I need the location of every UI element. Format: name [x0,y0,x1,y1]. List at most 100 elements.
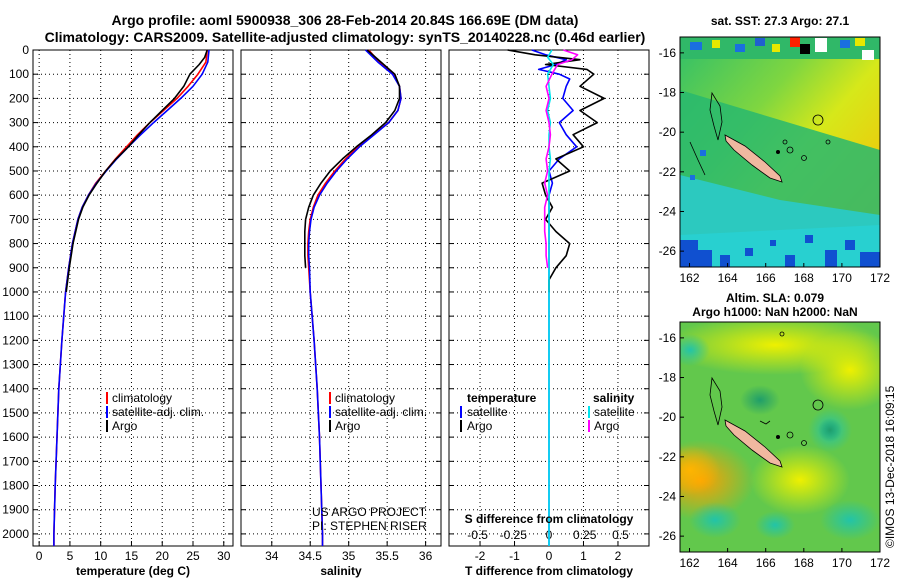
y-tick-label: 1900 [2,503,29,517]
map-x-tick-label: 170 [832,271,852,285]
x-tick-label: 30 [217,549,231,563]
x2-tick-label: 0.5 [612,528,629,542]
x-tick-label: 35 [342,549,356,563]
sla-map-subtitle: Argo h1000: NaN h2000: NaN [692,305,857,319]
series-line-t-satellite [531,49,578,546]
imos-timestamp: ©IMOS 13-Dec-2018 16:09:15 [883,385,897,548]
x-tick-label: 1 [580,549,587,563]
x-tick-label: 25 [186,549,200,563]
y-tick-label: 2000 [2,527,29,541]
x-tick-label: 0 [546,549,553,563]
x2-tick-label: -0.5 [467,528,488,542]
x-tick-label: 34.5 [299,549,323,563]
temperature-tick-labels: 0 5 10 15 20 25 30 [36,549,231,563]
x-tick-label: 34 [265,549,279,563]
x-tick-label: -2 [475,549,486,563]
legend-label-satellite: satellite-adj. clim. [335,405,427,419]
series-line-t-argo [507,49,606,292]
x-tick-label: 35.5 [375,549,399,563]
sst-map-ticks: 162 164 166 168 170 172 -16 -18 -20 -22 -24 -26 [659,46,891,285]
y-tick-label: 1000 [2,285,29,299]
x-tick-label: 2 [615,549,622,563]
map-y-tick-label: -16 [659,46,677,60]
credit-line-1: US ARGO PROJECT [312,505,427,519]
legend-label-t-satellite: satellite [467,405,508,419]
map-y-tick-label: -20 [659,410,677,424]
x2-tick-label: -0.25 [500,528,528,542]
map-y-tick-label: -22 [659,450,677,464]
salinity-tick-labels: 34 34.5 35 35.5 36 [265,549,433,563]
map-y-tick-label: -22 [659,165,677,179]
series-line-s-satellite [546,49,555,546]
y-tick-label: 900 [9,261,29,275]
map-x-tick-label: 166 [756,556,776,570]
difference-legend: temperature salinity satellite Argo sate… [460,391,635,433]
y-tick-label: 1500 [2,406,29,420]
temperature-panel-frame [32,49,234,547]
y-tick-label: 300 [9,116,29,130]
series-line-argo [65,49,208,293]
y-tick-label: 100 [9,67,29,81]
x-tick-label: 0 [36,549,43,563]
series-line-satellite-adj-clim- [307,49,402,546]
y-tick-label: 1800 [2,479,29,493]
x-tick-label: 15 [125,549,139,563]
y-tick-label: 1700 [2,454,29,468]
series-line-climatology [53,49,208,546]
legend-title-salinity: salinity [593,391,635,405]
sla-map-field [680,322,880,552]
map-y-tick-label: -24 [659,489,677,503]
map-x-tick-label: 166 [756,271,776,285]
y-tick-label: 1600 [2,430,29,444]
legend-label-argo: Argo [112,419,138,433]
map-x-tick-label: 162 [680,271,700,285]
sst-map-frame [679,36,881,268]
salinity-grid [241,49,441,546]
salinity-legend: climatology satellite-adj. clim. Argo [329,391,427,433]
salinity-panel-frame [240,49,442,547]
y-tick-label: 0 [22,43,29,57]
x2-tick-label: 0.25 [573,528,597,542]
x-tick-label: 10 [94,549,108,563]
x-tick-label: 36 [419,549,433,563]
map-y-tick-label: -26 [659,244,677,258]
map-y-tick-label: -16 [659,331,677,345]
sla-map-ticks: 162 164 166 168 170 172 -16 -18 -20 -22 -24 -26 [659,331,891,570]
legend-label-climatology: climatology [112,391,172,405]
series-line-s-argo [543,49,579,268]
y-tick-label: 700 [9,212,29,226]
x-tick-label: 20 [156,549,170,563]
legend-label-climatology: climatology [335,391,395,405]
title-line-2: Climatology: CARS2009. Satellite-adjuste… [45,29,646,45]
map-x-tick-label: 172 [870,556,890,570]
map-x-tick-label: 162 [680,556,700,570]
map-x-tick-label: 172 [870,271,890,285]
map-x-tick-label: 168 [794,556,814,570]
map-y-tick-label: -26 [659,529,677,543]
map-y-tick-label: -20 [659,125,677,139]
series-line-argo [303,49,401,268]
map-y-tick-label: -18 [659,86,677,100]
difference-series [507,49,606,546]
difference-xlabel2: S difference from climatology [465,512,634,526]
pressure-tick-labels: 0 100 200 300 400 500 600 700 800 900 1000 1100 1200… [2,43,29,541]
map-x-tick-label: 164 [718,556,738,570]
temperature-legend: climatology satellite-adj. clim. Argo [106,391,204,433]
difference-xlabel: T difference from climatology [465,564,633,578]
y-tick-label: 1100 [3,309,29,323]
y-tick-label: 1300 [2,358,29,372]
y-tick-label: 400 [9,140,29,154]
map-y-tick-label: -18 [659,371,677,385]
map-x-tick-label: 168 [794,271,814,285]
map-x-tick-label: 164 [718,271,738,285]
y-tick-label: 600 [9,188,29,202]
y-tick-label: 500 [9,164,29,178]
legend-label-s-argo: Argo [594,419,620,433]
temperature-series [53,49,210,546]
map-x-tick-label: 170 [832,556,852,570]
legend-label-satellite: satellite-adj. clim. [112,405,204,419]
sla-map-title: Altim. SLA: 0.079 [726,291,824,305]
x-tick-label: 5 [67,549,74,563]
sst-map-field [680,37,880,267]
sst-map-title: sat. SST: 27.3 Argo: 27.1 [711,14,850,28]
